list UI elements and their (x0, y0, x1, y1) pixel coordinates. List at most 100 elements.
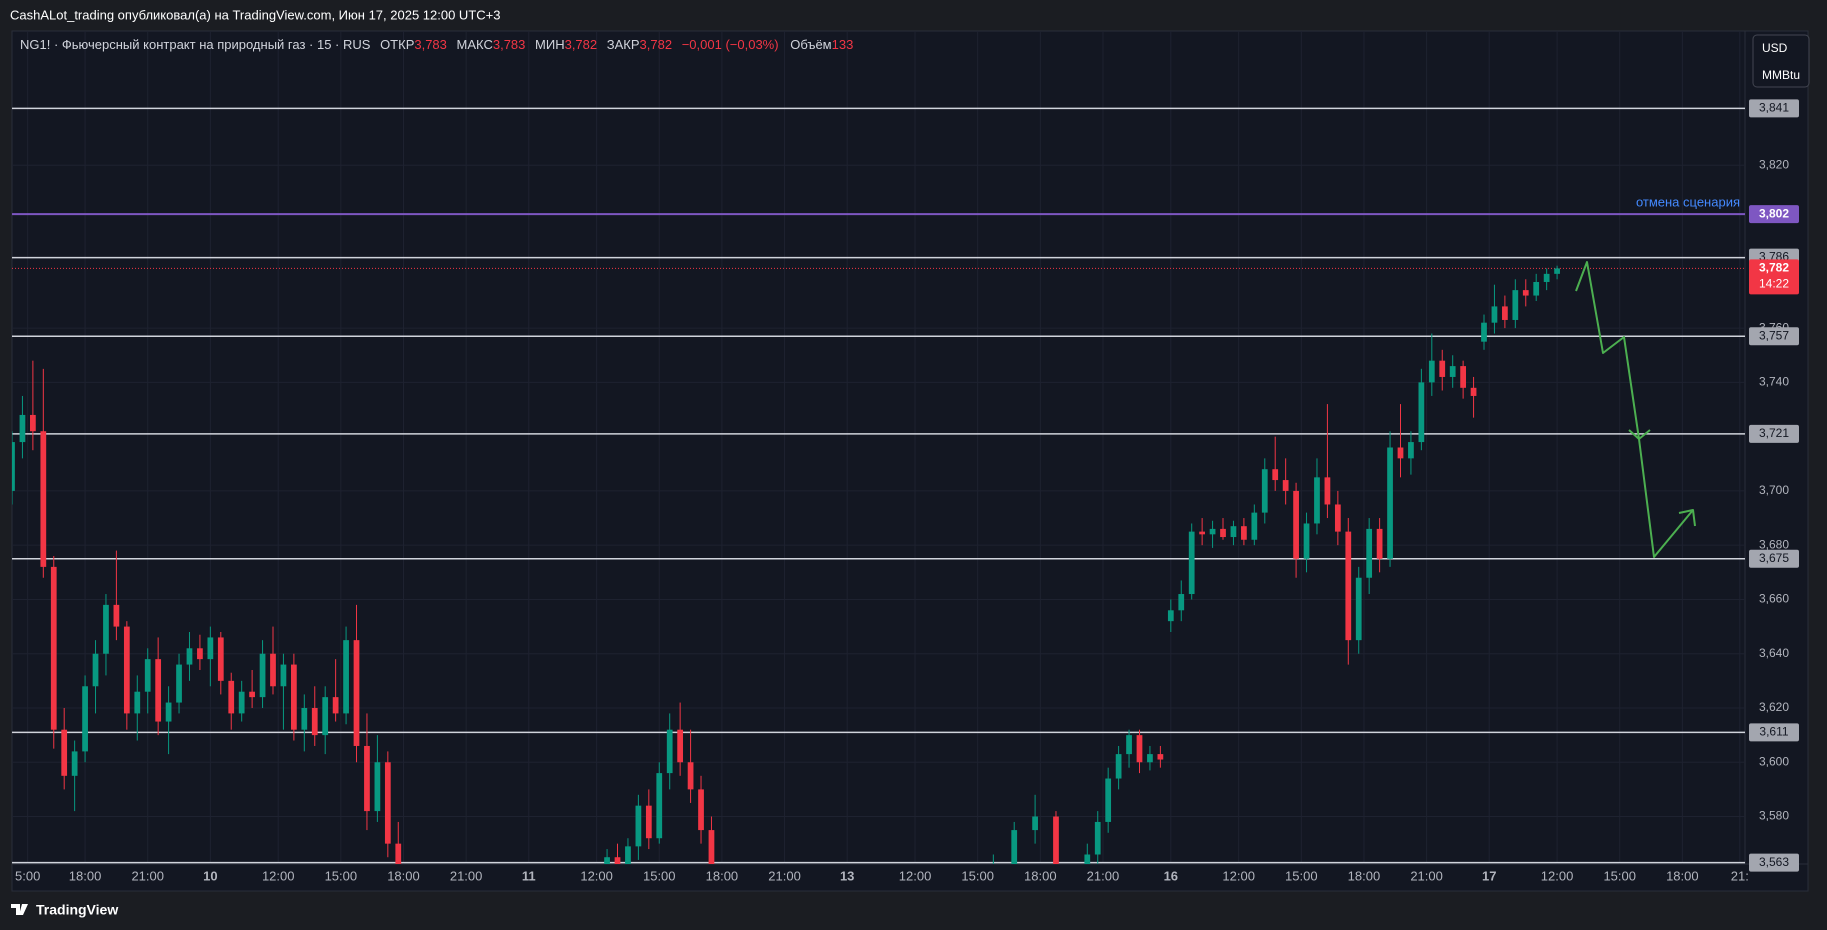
candle-body (1230, 526, 1237, 538)
x-tick-label: 12:00 (262, 868, 295, 883)
candle-body (1126, 735, 1132, 755)
candle-body (1241, 526, 1247, 540)
candle-body (374, 762, 381, 812)
invalidation-label: 3,802 (1759, 206, 1789, 220)
y-tick-label: 3,600 (1759, 754, 1789, 768)
candle-body (343, 640, 349, 714)
candle-body (228, 680, 235, 714)
candle-body (165, 702, 172, 722)
candle-body (1481, 322, 1487, 342)
unit: MMBtu (1762, 68, 1800, 82)
candle-body (103, 604, 109, 654)
x-tick-label: 11 (522, 868, 536, 883)
chart-panel (11, 30, 1809, 892)
candle-body (332, 697, 339, 714)
x-tick-label: 5:00 (15, 868, 40, 883)
candle-body (625, 846, 631, 864)
candle-body (384, 762, 391, 844)
y-tick-label: 3,820 (1759, 157, 1789, 171)
candle-body (1366, 528, 1373, 578)
scenario-arrow (1575, 261, 1696, 558)
candle-body (635, 805, 642, 847)
x-tick-label: 12:00 (899, 868, 932, 883)
level-label: 3,611 (1759, 725, 1788, 739)
candle-body (1178, 594, 1185, 611)
x-tick-label: 18:00 (69, 868, 102, 883)
candle-body (280, 664, 287, 687)
candle-body (249, 691, 255, 698)
candle-body (259, 653, 266, 698)
currency-box[interactable] (1752, 34, 1810, 88)
candle-body (1282, 480, 1289, 491)
invalidation-label-box (1749, 205, 1799, 224)
candle-body (197, 648, 203, 660)
candle-body (30, 414, 36, 432)
candle-body (687, 762, 694, 790)
candle-body (1094, 821, 1101, 855)
x-tick-label: 18:00 (387, 868, 420, 883)
arrow-head (1678, 509, 1696, 527)
level-label: 3,841 (1759, 101, 1789, 115)
candle-body (322, 697, 329, 736)
candle-body (1188, 531, 1195, 595)
candle-body (155, 659, 162, 722)
x-tick-label: 15:00 (1603, 868, 1636, 883)
x-tick-label: 10 (203, 868, 217, 883)
x-tick-label: 12:00 (1541, 868, 1574, 883)
brand-logo (11, 904, 28, 915)
ohlc-label: МИН (535, 37, 565, 52)
x-tick-label: 17 (1482, 868, 1496, 883)
level-label-box (1749, 549, 1799, 568)
ohlc-value: 3,783 (493, 37, 526, 52)
candle-body (1167, 610, 1174, 622)
invalidation-text: отмена сценария (1636, 195, 1740, 210)
candle-body (207, 637, 214, 660)
x-tick-label: 16 (1164, 868, 1178, 883)
candle-body (40, 431, 47, 567)
candle-body (217, 637, 224, 681)
candle-body (1554, 268, 1560, 274)
level-label-box (1749, 424, 1799, 443)
candle-body (238, 691, 245, 714)
ohlc-label: МАКС (457, 37, 493, 52)
candle-body (614, 857, 621, 864)
x-tick-label: 13 (840, 868, 854, 883)
level-label: 3,675 (1759, 551, 1789, 565)
arrow-head (1628, 429, 1651, 440)
x-tick-label: 12:00 (580, 868, 613, 883)
candle-body (186, 648, 193, 665)
candle-body (1491, 306, 1498, 323)
candle-body (1522, 290, 1529, 296)
level-label: 3,563 (1759, 855, 1789, 869)
candle-body (113, 604, 120, 627)
brand: TradingView (11, 902, 118, 918)
candle-body (353, 640, 360, 746)
candle-body (1293, 490, 1299, 559)
candle-body (1460, 366, 1466, 388)
candle-body (50, 566, 57, 730)
candle-body (1220, 528, 1226, 538)
ohlc-value: 3,782 (565, 37, 598, 52)
x-tick-label: 15:00 (325, 868, 358, 883)
candle-body (19, 414, 26, 443)
candle-body (604, 857, 610, 864)
volume: 133 (832, 37, 854, 52)
x-tick-label: 21:00 (450, 868, 483, 883)
candle-body (1261, 469, 1268, 513)
ohlc-value: 3,782 (640, 37, 673, 52)
x-tick-label: 21:00 (1410, 868, 1443, 883)
candle-body (698, 789, 704, 831)
candle-body (1376, 528, 1383, 559)
level-label-box (1749, 723, 1799, 742)
candle-body (1199, 531, 1206, 535)
axis-labels: 3,580 3,600 3,620 3,640 3,660 3,680 3,700 3,740… (15, 99, 1799, 883)
candle-body (1428, 360, 1435, 383)
y-tick-label: 3,640 (1759, 646, 1789, 660)
level-label-box (1749, 853, 1799, 872)
level-label: 3,721 (1759, 426, 1789, 440)
candle-body (1157, 754, 1164, 760)
candle-body (1439, 360, 1446, 377)
x-tick-label: 15:00 (643, 868, 676, 883)
volume-label: Объём (790, 37, 831, 52)
